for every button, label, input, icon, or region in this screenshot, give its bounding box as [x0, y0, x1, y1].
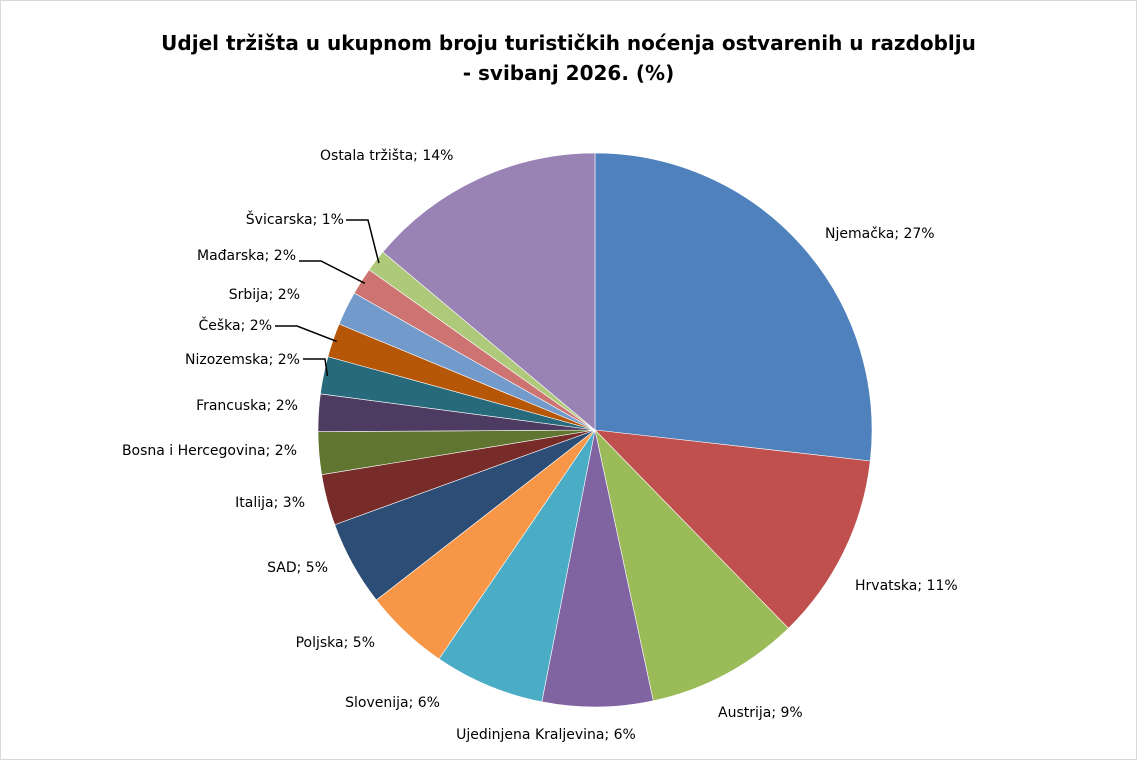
pie-slice-1: [594, 429, 871, 629]
leader-lines: [275, 219, 380, 377]
slice-label-11: Češka; 2%: [199, 316, 273, 334]
chart-title: Udjel tržišta u ukupnom broju turistički…: [0, 28, 1137, 88]
slice-label-13: Mađarska; 2%: [197, 248, 296, 264]
pie-slice-2: [594, 429, 789, 702]
slice-label-2: Austrija; 9%: [718, 705, 803, 721]
slice-label-5: Poljska; 5%: [296, 635, 375, 651]
slice-label-0: Njemačka; 27%: [825, 226, 935, 242]
leader-line-13: [299, 260, 366, 284]
slice-label-4: Slovenija; 6%: [345, 695, 440, 711]
slice-label-10: Nizozemska; 2%: [185, 352, 300, 368]
slice-label-3: Ujedinjena Kraljevina; 6%: [456, 727, 636, 743]
pie-slice-4: [438, 429, 596, 703]
slice-label-7: Italija; 3%: [235, 495, 305, 511]
slice-label-14: Švicarska; 1%: [246, 210, 344, 228]
chart-title-line-1: Udjel tržišta u ukupnom broju turistički…: [161, 31, 976, 55]
slice-label-15: Ostala tržišta; 14%: [320, 148, 453, 164]
pie-slice-0: [594, 152, 873, 462]
slice-label-1: Hrvatska; 11%: [855, 578, 958, 594]
slice-label-8: Bosna i Hercegovina; 2%: [122, 443, 297, 459]
slice-label-9: Francuska; 2%: [196, 398, 298, 414]
chart-title-line-2: - svibanj 2026. (%): [462, 61, 675, 85]
leader-line-10: [303, 358, 329, 377]
pie-slice-15: [382, 152, 596, 431]
slice-label-12: Srbija; 2%: [229, 287, 300, 303]
pie-slice-3: [541, 429, 654, 708]
slice-label-6: SAD; 5%: [267, 560, 328, 576]
pie-slices: [317, 152, 873, 708]
data-labels: Njemačka; 27% Hrvatska; 11% Austrija; 9% Uj…: [122, 148, 958, 743]
leader-line-11: [275, 325, 338, 343]
leader-line-14: [346, 219, 380, 264]
